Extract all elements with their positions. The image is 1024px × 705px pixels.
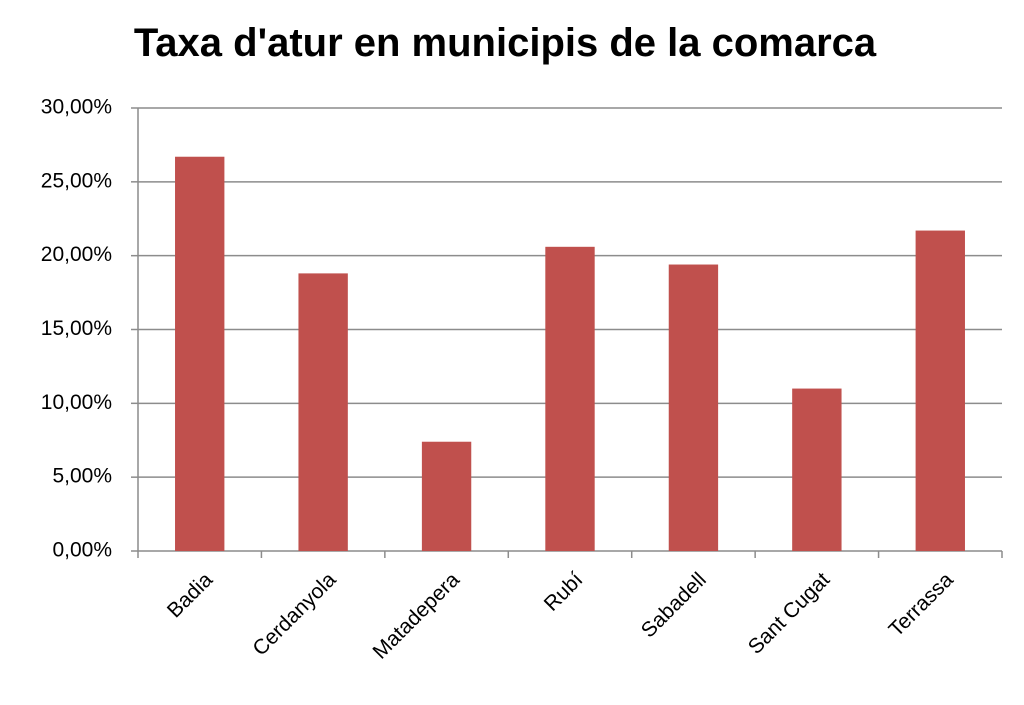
bar — [175, 156, 225, 552]
y-tick-label: 0,00% — [52, 539, 112, 562]
x-tick-label: Cerdanyola — [248, 568, 340, 660]
bar — [668, 264, 719, 551]
bar — [298, 273, 348, 551]
y-tick-label: 30,00% — [41, 96, 112, 119]
x-tick-label: Sabadell — [637, 568, 711, 642]
x-tick-label: Badia — [163, 568, 217, 622]
x-tick-label: Rubí — [540, 568, 588, 616]
y-tick-label: 15,00% — [41, 317, 112, 340]
y-tick-label: 20,00% — [41, 243, 112, 266]
y-tick-label: 25,00% — [41, 169, 112, 192]
x-tick-label: Sant Cugat — [744, 568, 835, 659]
x-tick-label: Terrassa — [885, 568, 958, 641]
bar — [792, 388, 842, 551]
y-tick-label: 5,00% — [52, 465, 112, 488]
chart-title: Taxa d'atur en municipis de la comarca — [134, 21, 877, 65]
bar — [421, 441, 472, 551]
y-tick-label: 10,00% — [41, 391, 112, 414]
bar — [545, 246, 595, 551]
x-tick-label: Matadepera — [369, 568, 465, 664]
bar — [915, 230, 965, 551]
